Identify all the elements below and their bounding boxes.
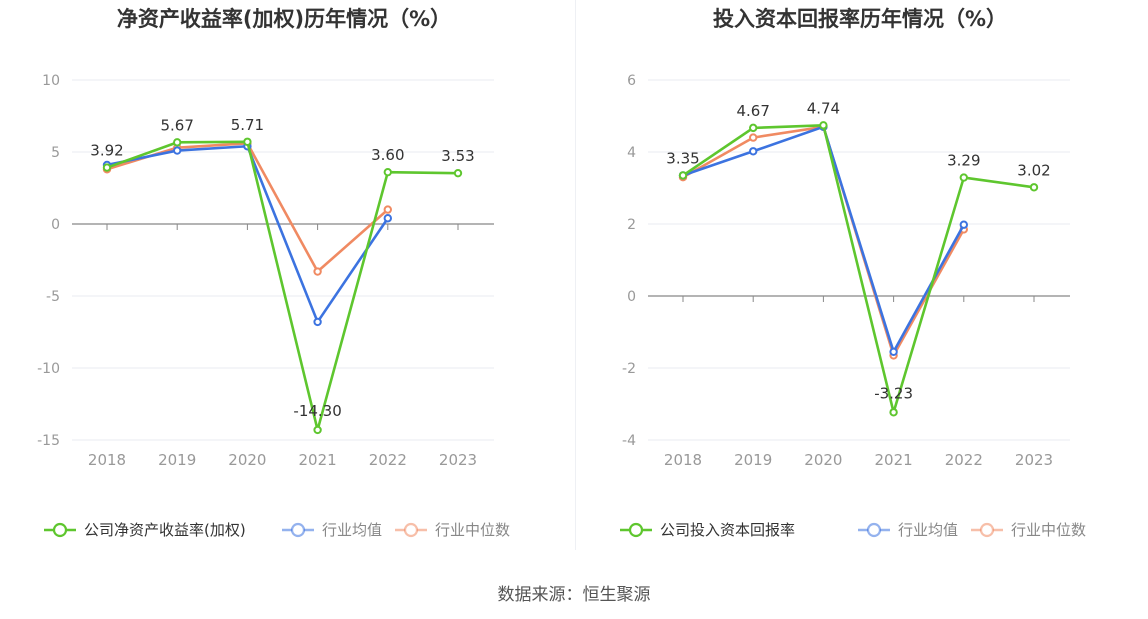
y-tick-label: 0 bbox=[51, 217, 60, 233]
series-line-median bbox=[106, 142, 389, 273]
y-tick-label: 4 bbox=[627, 145, 636, 161]
x-tick-label: 2022 bbox=[369, 451, 407, 469]
y-tick-label: -10 bbox=[37, 361, 60, 377]
y-tick-label: 5 bbox=[51, 145, 60, 161]
chart-title: 投入资本回报率历年情况（%） bbox=[713, 7, 1007, 31]
x-tick-label: 2020 bbox=[804, 451, 842, 469]
data-point-company[interactable] bbox=[678, 171, 688, 180]
roic-chart-panel: 投入资本回报率历年情况（%） 6 4 2 0 -2 -4 2018 2019 2020 2021 20… bbox=[576, 0, 1148, 560]
x-tick-label: 2018 bbox=[88, 451, 126, 469]
data-point-company[interactable] bbox=[383, 167, 392, 177]
roe-chart-panel: 净资产收益率(加权)历年情况（%） 10 5 0 -5 -10 -15 2018 2019 202… bbox=[0, 0, 574, 560]
data-label: -3.23 bbox=[874, 384, 913, 402]
x-tick-label: 2020 bbox=[228, 451, 266, 469]
legend-marker-icon bbox=[628, 522, 644, 538]
data-label: 5.71 bbox=[231, 116, 264, 134]
x-tick-label: 2019 bbox=[158, 451, 196, 469]
series-line-company bbox=[106, 140, 459, 432]
data-label: 4.74 bbox=[807, 99, 840, 117]
legend-marker-icon bbox=[979, 522, 995, 538]
data-point-average[interactable] bbox=[383, 214, 392, 223]
legend-label: 公司投入资本回报率 bbox=[660, 521, 795, 539]
data-label: 3.29 bbox=[947, 152, 980, 170]
series-line-company bbox=[682, 124, 1035, 414]
legend-label: 行业均值 bbox=[322, 521, 382, 539]
data-point-company[interactable] bbox=[889, 408, 898, 417]
data-point-company[interactable] bbox=[1029, 183, 1039, 192]
data-point-average[interactable] bbox=[749, 147, 758, 156]
legend-marker-icon bbox=[866, 522, 882, 538]
panel-divider bbox=[575, 0, 576, 550]
data-point-company[interactable] bbox=[313, 425, 322, 435]
x-tick-label: 2021 bbox=[299, 451, 337, 469]
x-tick-label: 2021 bbox=[875, 451, 913, 469]
data-label: 5.67 bbox=[160, 116, 193, 134]
data-label: -14.30 bbox=[293, 402, 341, 420]
data-label: 3.92 bbox=[90, 142, 123, 160]
legend-item-average[interactable]: 行业均值 bbox=[282, 521, 382, 539]
x-tick-label: 2022 bbox=[945, 451, 983, 469]
data-point-median[interactable] bbox=[313, 267, 322, 276]
data-label: 3.35 bbox=[666, 149, 699, 167]
chart-title: 净资产收益率(加权)历年情况（%） bbox=[117, 7, 451, 31]
legend-marker-icon bbox=[52, 522, 68, 538]
y-tick-label: 2 bbox=[627, 217, 636, 233]
data-label: 4.67 bbox=[736, 102, 769, 120]
legend-label: 行业中位数 bbox=[435, 521, 510, 539]
y-tick-label: -4 bbox=[622, 433, 636, 449]
data-point-median[interactable] bbox=[749, 133, 758, 142]
data-point-company[interactable] bbox=[749, 123, 758, 133]
x-tick-label: 2019 bbox=[734, 451, 772, 469]
data-point-average[interactable] bbox=[313, 317, 322, 327]
legend-marker-icon bbox=[403, 522, 419, 538]
y-tick-label: -2 bbox=[622, 361, 636, 377]
data-source-note: 数据来源：恒生聚源 bbox=[497, 585, 651, 605]
legend-label: 行业中位数 bbox=[1011, 521, 1086, 539]
data-point-average[interactable] bbox=[889, 347, 898, 356]
legend-marker-icon bbox=[290, 522, 306, 538]
data-label: 3.60 bbox=[371, 146, 404, 164]
legend-item-company[interactable]: 公司投入资本回报率 bbox=[620, 521, 795, 539]
y-tick-label: -5 bbox=[46, 289, 60, 305]
data-point-average[interactable] bbox=[959, 220, 968, 229]
y-tick-label: 6 bbox=[627, 73, 636, 89]
legend-label: 行业均值 bbox=[898, 521, 958, 539]
data-point-company[interactable] bbox=[243, 137, 252, 146]
x-tick-label: 2018 bbox=[664, 451, 702, 469]
x-tick-label: 2023 bbox=[1015, 451, 1053, 469]
y-tick-label: 0 bbox=[627, 289, 636, 305]
legend-item-company[interactable]: 公司净资产收益率(加权) bbox=[44, 521, 246, 539]
y-tick-label: 10 bbox=[42, 73, 60, 89]
data-point-median[interactable] bbox=[383, 205, 392, 214]
data-point-company[interactable] bbox=[102, 163, 112, 172]
data-point-company[interactable] bbox=[819, 121, 828, 130]
legend-label: 公司净资产收益率(加权) bbox=[84, 521, 246, 539]
data-label: 3.53 bbox=[441, 147, 474, 165]
legend-item-average[interactable]: 行业均值 bbox=[858, 521, 958, 539]
data-label: 3.02 bbox=[1017, 161, 1050, 179]
y-tick-label: -15 bbox=[37, 433, 60, 449]
data-point-company[interactable] bbox=[173, 138, 182, 147]
data-point-average[interactable] bbox=[173, 146, 182, 155]
chart-0-svg: 净资产收益率(加权)历年情况（%） 10 5 0 -5 -10 -15 2018 2019 202… bbox=[37, 7, 510, 539]
data-point-company[interactable] bbox=[453, 168, 463, 178]
legend-item-median[interactable]: 行业中位数 bbox=[971, 521, 1086, 539]
legend-item-median[interactable]: 行业中位数 bbox=[395, 521, 510, 539]
chart-1-svg: 投入资本回报率历年情况（%） 6 4 2 0 -2 -4 2018 2019 2020 2021 20… bbox=[620, 7, 1086, 539]
x-tick-label: 2023 bbox=[439, 451, 477, 469]
data-point-company[interactable] bbox=[959, 173, 968, 182]
